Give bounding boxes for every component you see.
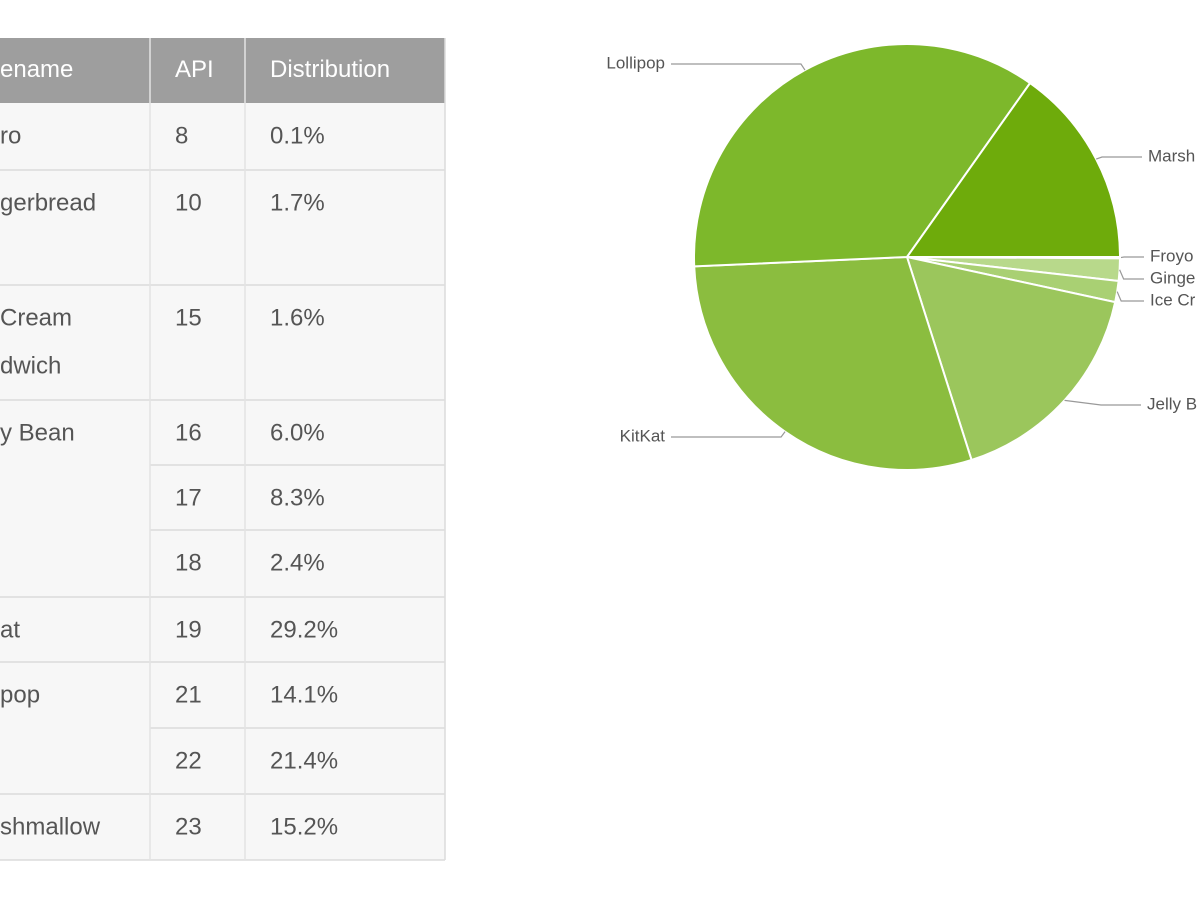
pie-slice: [905, 81, 1122, 258]
distribution: 0.1%: [270, 122, 325, 149]
api: 22: [175, 747, 202, 774]
slice-label: Lollipop: [606, 53, 665, 72]
distribution: 15.2%: [270, 813, 338, 840]
leader-line: [1064, 399, 1141, 406]
codename: at: [0, 616, 20, 643]
distribution: 8.3%: [270, 484, 325, 511]
slice-label: Jelly B: [1147, 394, 1197, 413]
api: 23: [175, 813, 202, 840]
leader-line: [1116, 291, 1144, 302]
slice-label: Ice Cr: [1150, 290, 1196, 309]
codename: y Bean: [0, 419, 75, 446]
api: 10: [175, 189, 202, 216]
distribution: 1.7%: [270, 189, 325, 216]
codename: ro: [0, 122, 21, 149]
codename: dwich: [0, 352, 61, 379]
table: ename API Distribution ro 8 0.1% gerbread 10 1.7…: [0, 38, 446, 861]
pie-slice: [693, 255, 973, 471]
api: 8: [175, 122, 188, 149]
leader-line: [1095, 156, 1142, 160]
body-bg: [0, 103, 445, 860]
slice-label: Froyo: [1150, 246, 1193, 265]
leader-line: [1119, 269, 1144, 280]
slice-label: KitKat: [620, 426, 666, 445]
codename: shmallow: [0, 813, 101, 840]
api: 19: [175, 616, 202, 643]
header-bg: [0, 38, 445, 103]
header-cell: Distribution: [270, 56, 390, 83]
distribution: 1.6%: [270, 304, 325, 331]
api: 15: [175, 304, 202, 331]
distribution: 29.2%: [270, 616, 338, 643]
api: 18: [175, 549, 202, 576]
codename: pop: [0, 681, 40, 708]
distribution: 6.0%: [270, 419, 325, 446]
slice-label: Marsh: [1148, 146, 1195, 165]
leader-line: [1119, 256, 1144, 259]
api: 21: [175, 681, 202, 708]
distribution: 2.4%: [270, 549, 325, 576]
pie-chart: Froyo Ginge Ice Cr Jelly B KitKat Lollipop Mar…: [606, 43, 1197, 471]
codename: gerbread: [0, 189, 96, 216]
api: 16: [175, 419, 202, 446]
leader-line: [671, 431, 786, 438]
distribution: 21.4%: [270, 747, 338, 774]
slice-label: Ginge: [1150, 268, 1195, 287]
pie-slice: [693, 43, 1032, 268]
pie-slice: [905, 255, 1117, 462]
leader-line: [671, 63, 806, 71]
codename: Cream: [0, 304, 72, 331]
header-cell: ename: [0, 56, 73, 83]
api: 17: [175, 484, 202, 511]
distribution: 14.1%: [270, 681, 338, 708]
header-cell: API: [175, 56, 214, 83]
